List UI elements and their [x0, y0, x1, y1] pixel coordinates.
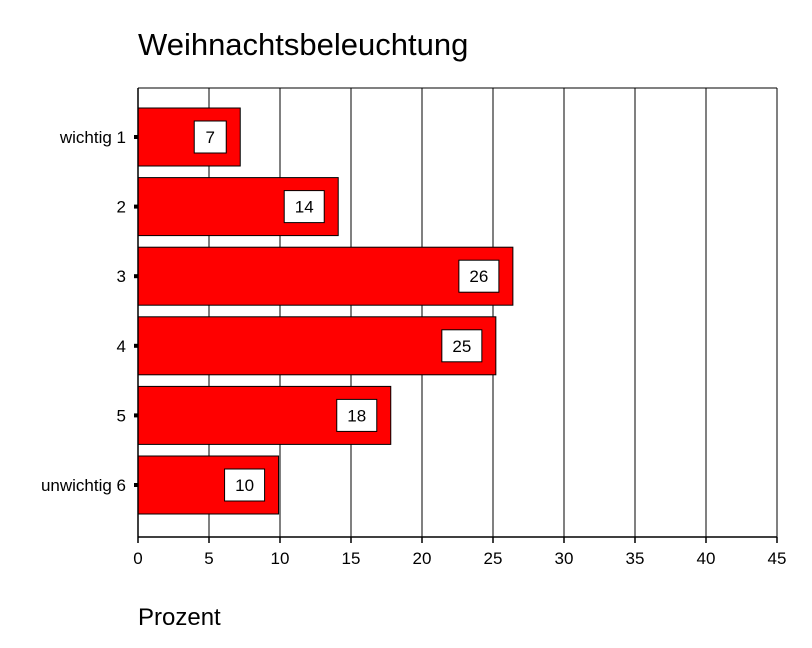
data-label-box	[193, 120, 227, 154]
category-label: 3	[117, 267, 126, 286]
category-label: 5	[117, 406, 126, 425]
y-tick	[134, 274, 138, 279]
bar	[137, 246, 514, 306]
bars	[137, 107, 514, 515]
data-label: 18	[347, 406, 366, 425]
x-ticks: 0 5 10 15 20 25 30 35 40 45	[133, 537, 786, 568]
x-tick-label: 30	[555, 549, 574, 568]
y-tick	[134, 135, 138, 139]
data-label: 10	[235, 476, 254, 495]
x-tick-label: 45	[768, 549, 787, 568]
axes	[137, 88, 777, 538]
category-label: 4	[117, 337, 126, 356]
data-label: 26	[469, 267, 488, 286]
category-label: wichtig 1	[59, 128, 126, 147]
category-label: 2	[117, 198, 126, 217]
x-tick-label: 0	[133, 549, 142, 568]
data-label-box	[224, 468, 266, 502]
category-label: unwichtig 6	[41, 476, 126, 495]
y-categories: wichtig 1 2 3 4 5 unwichtig 6	[41, 128, 138, 495]
chart-title: Weihnachtsbeleuchtung	[138, 27, 468, 62]
x-tick-label: 25	[484, 549, 503, 568]
data-labels: 7 14 26 25 18 10	[193, 120, 500, 502]
x-tick-label: 35	[626, 549, 645, 568]
data-label-box	[336, 398, 378, 432]
grid	[138, 87, 778, 537]
y-tick	[134, 483, 138, 487]
y-tick	[134, 204, 138, 209]
data-label: 14	[295, 198, 314, 217]
data-label-box	[441, 329, 483, 363]
y-tick	[134, 343, 138, 348]
x-axis-label: Prozent	[138, 604, 221, 631]
data-label: 25	[452, 337, 471, 356]
data-label-box	[283, 190, 325, 224]
data-label-box	[458, 259, 500, 293]
y-tick	[134, 413, 138, 418]
x-tick-label: 20	[413, 549, 432, 568]
x-tick-label: 10	[271, 549, 290, 568]
x-tick-label: 5	[204, 549, 213, 568]
data-label: 7	[206, 128, 215, 147]
x-tick-label: 40	[697, 549, 716, 568]
x-tick-label: 15	[342, 549, 361, 568]
